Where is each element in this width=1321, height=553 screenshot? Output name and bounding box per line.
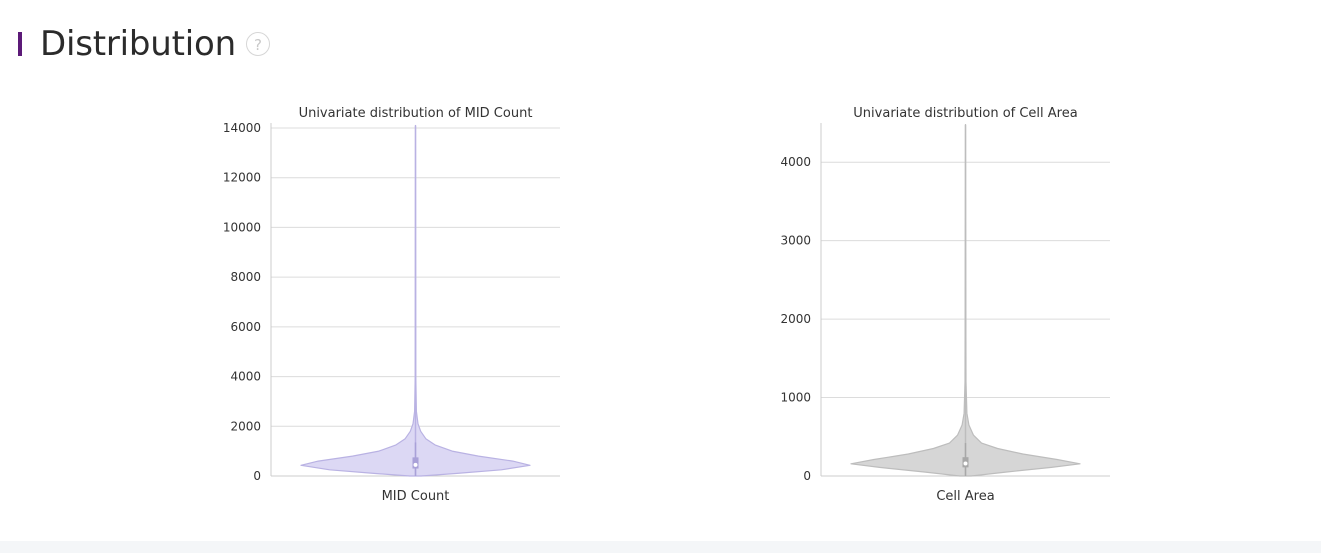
y-tick-label: 2000 [780, 312, 811, 326]
y-tick-label: 0 [803, 469, 811, 483]
y-tick-label: 1000 [780, 391, 811, 405]
x-category-label: MID Count [382, 489, 450, 504]
chart-title: Univariate distribution of Cell Area [853, 106, 1077, 121]
y-tick-label: 10000 [223, 220, 261, 234]
violin-chart-mid-count: Univariate distribution of MID Count 0 200… [223, 106, 560, 504]
y-tick-label: 12000 [223, 171, 261, 185]
y-tick-label: 6000 [230, 320, 261, 334]
box-median [413, 462, 418, 467]
y-tick-label: 3000 [780, 234, 811, 248]
section-title: Distribution [40, 24, 236, 64]
chart-cell-area: Univariate distribution of Cell Area 0 100… [740, 95, 1200, 515]
x-category-label: Cell Area [936, 489, 994, 504]
y-tick-label: 8000 [230, 270, 261, 284]
y-tick-label: 0 [253, 469, 261, 483]
violin-chart-cell-area: Univariate distribution of Cell Area 0 100… [780, 106, 1110, 504]
chart-mid-count: Univariate distribution of MID Count 0 200… [190, 95, 650, 515]
help-icon[interactable]: ? [245, 32, 270, 56]
box-median [963, 461, 968, 466]
y-tick-label: 2000 [230, 419, 261, 433]
section-accent-bar [18, 32, 22, 56]
y-tick-label: 4000 [230, 370, 261, 384]
footer-strip [0, 541, 1321, 553]
y-tick-label: 14000 [223, 121, 261, 135]
section-header: Distribution ? [18, 22, 270, 66]
chart-title: Univariate distribution of MID Count [299, 106, 533, 121]
y-tick-label: 4000 [780, 155, 811, 169]
